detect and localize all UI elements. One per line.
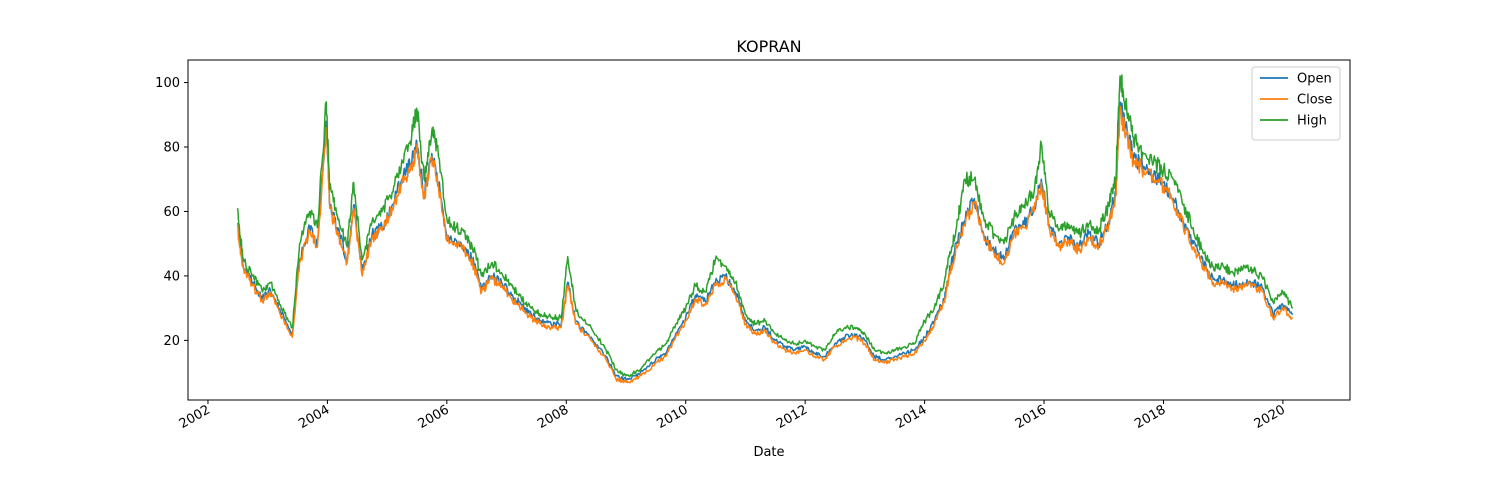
series-line-high — [236, 74, 1294, 378]
legend-label-close: Close — [1297, 93, 1332, 108]
chart-title: KOPRAN — [736, 37, 801, 56]
plot-frame — [187, 59, 1351, 401]
y-axis: 20 40 60 80 100 — [155, 76, 188, 349]
legend-label-high: High — [1297, 114, 1327, 129]
y-tick-label: 20 — [163, 334, 180, 349]
y-tick-label: 40 — [163, 269, 180, 284]
legend-label-open: Open — [1297, 72, 1332, 87]
x-axis-title: Date — [753, 445, 784, 460]
series-layer — [236, 74, 1294, 384]
y-tick-label: 80 — [163, 141, 180, 156]
y-tick-label: 60 — [163, 205, 180, 220]
legend: Open Close High — [1251, 66, 1341, 141]
y-tick-label: 100 — [155, 76, 180, 91]
legend-box — [1251, 66, 1341, 141]
